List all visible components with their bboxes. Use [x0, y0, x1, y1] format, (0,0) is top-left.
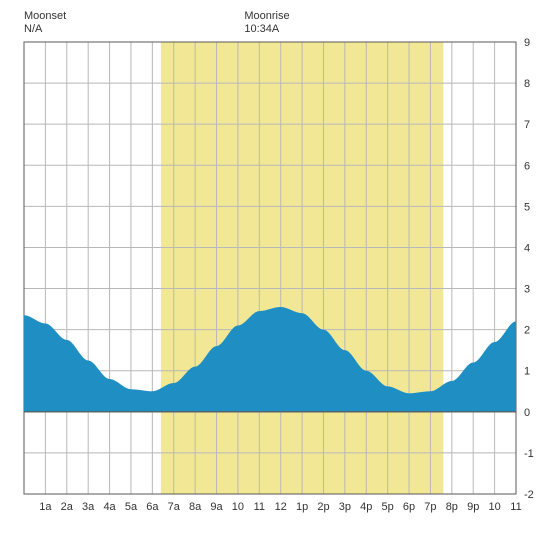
moonset-block: Moonset N/A	[24, 10, 66, 36]
x-tick: 8p	[446, 501, 458, 513]
x-tick: 11	[254, 501, 265, 513]
x-tick: 9p	[467, 501, 479, 513]
y-tick: 0	[524, 407, 530, 419]
y-tick: 2	[524, 325, 530, 337]
y-tick: 7	[524, 119, 530, 131]
x-tick: 6p	[403, 501, 415, 513]
x-tick: 5a	[125, 501, 138, 513]
chart-header: Moonset N/A Moonrise 10:34A	[10, 10, 540, 40]
moonrise-block: Moonrise 10:34A	[244, 10, 289, 36]
x-tick: 7p	[424, 501, 436, 513]
x-tick: 1a	[39, 501, 52, 513]
x-tick: 2a	[61, 501, 74, 513]
y-tick: 8	[524, 78, 530, 90]
x-tick: 11	[510, 501, 521, 513]
chart-svg: -2-101234567891a2a3a4a5a6a7a8a9a1011121p…	[10, 10, 540, 540]
x-tick: 3p	[339, 501, 351, 513]
moonset-value: N/A	[24, 23, 66, 36]
y-tick: -2	[524, 489, 534, 501]
moonset-label: Moonset	[24, 10, 66, 23]
x-tick: 10	[232, 501, 244, 513]
y-tick: 1	[524, 366, 530, 378]
moonrise-label: Moonrise	[244, 10, 289, 23]
y-tick: -1	[524, 448, 534, 460]
y-tick: 3	[524, 284, 530, 296]
tide-chart: Moonset N/A Moonrise 10:34A -2-101234567…	[10, 10, 540, 540]
x-tick: 6a	[146, 501, 159, 513]
x-tick: 2p	[317, 501, 329, 513]
x-tick: 4a	[103, 501, 116, 513]
x-tick: 9a	[210, 501, 223, 513]
moonrise-value: 10:34A	[244, 23, 289, 36]
x-tick: 8a	[189, 501, 202, 513]
x-tick: 3a	[82, 501, 95, 513]
x-tick: 1p	[296, 501, 308, 513]
x-tick: 5p	[382, 501, 394, 513]
x-tick: 4p	[360, 501, 372, 513]
y-tick: 4	[524, 242, 530, 254]
x-tick: 7a	[168, 501, 181, 513]
y-tick: 6	[524, 160, 530, 172]
x-tick: 12	[275, 501, 287, 513]
y-tick: 5	[524, 201, 530, 213]
x-tick: 10	[488, 501, 500, 513]
